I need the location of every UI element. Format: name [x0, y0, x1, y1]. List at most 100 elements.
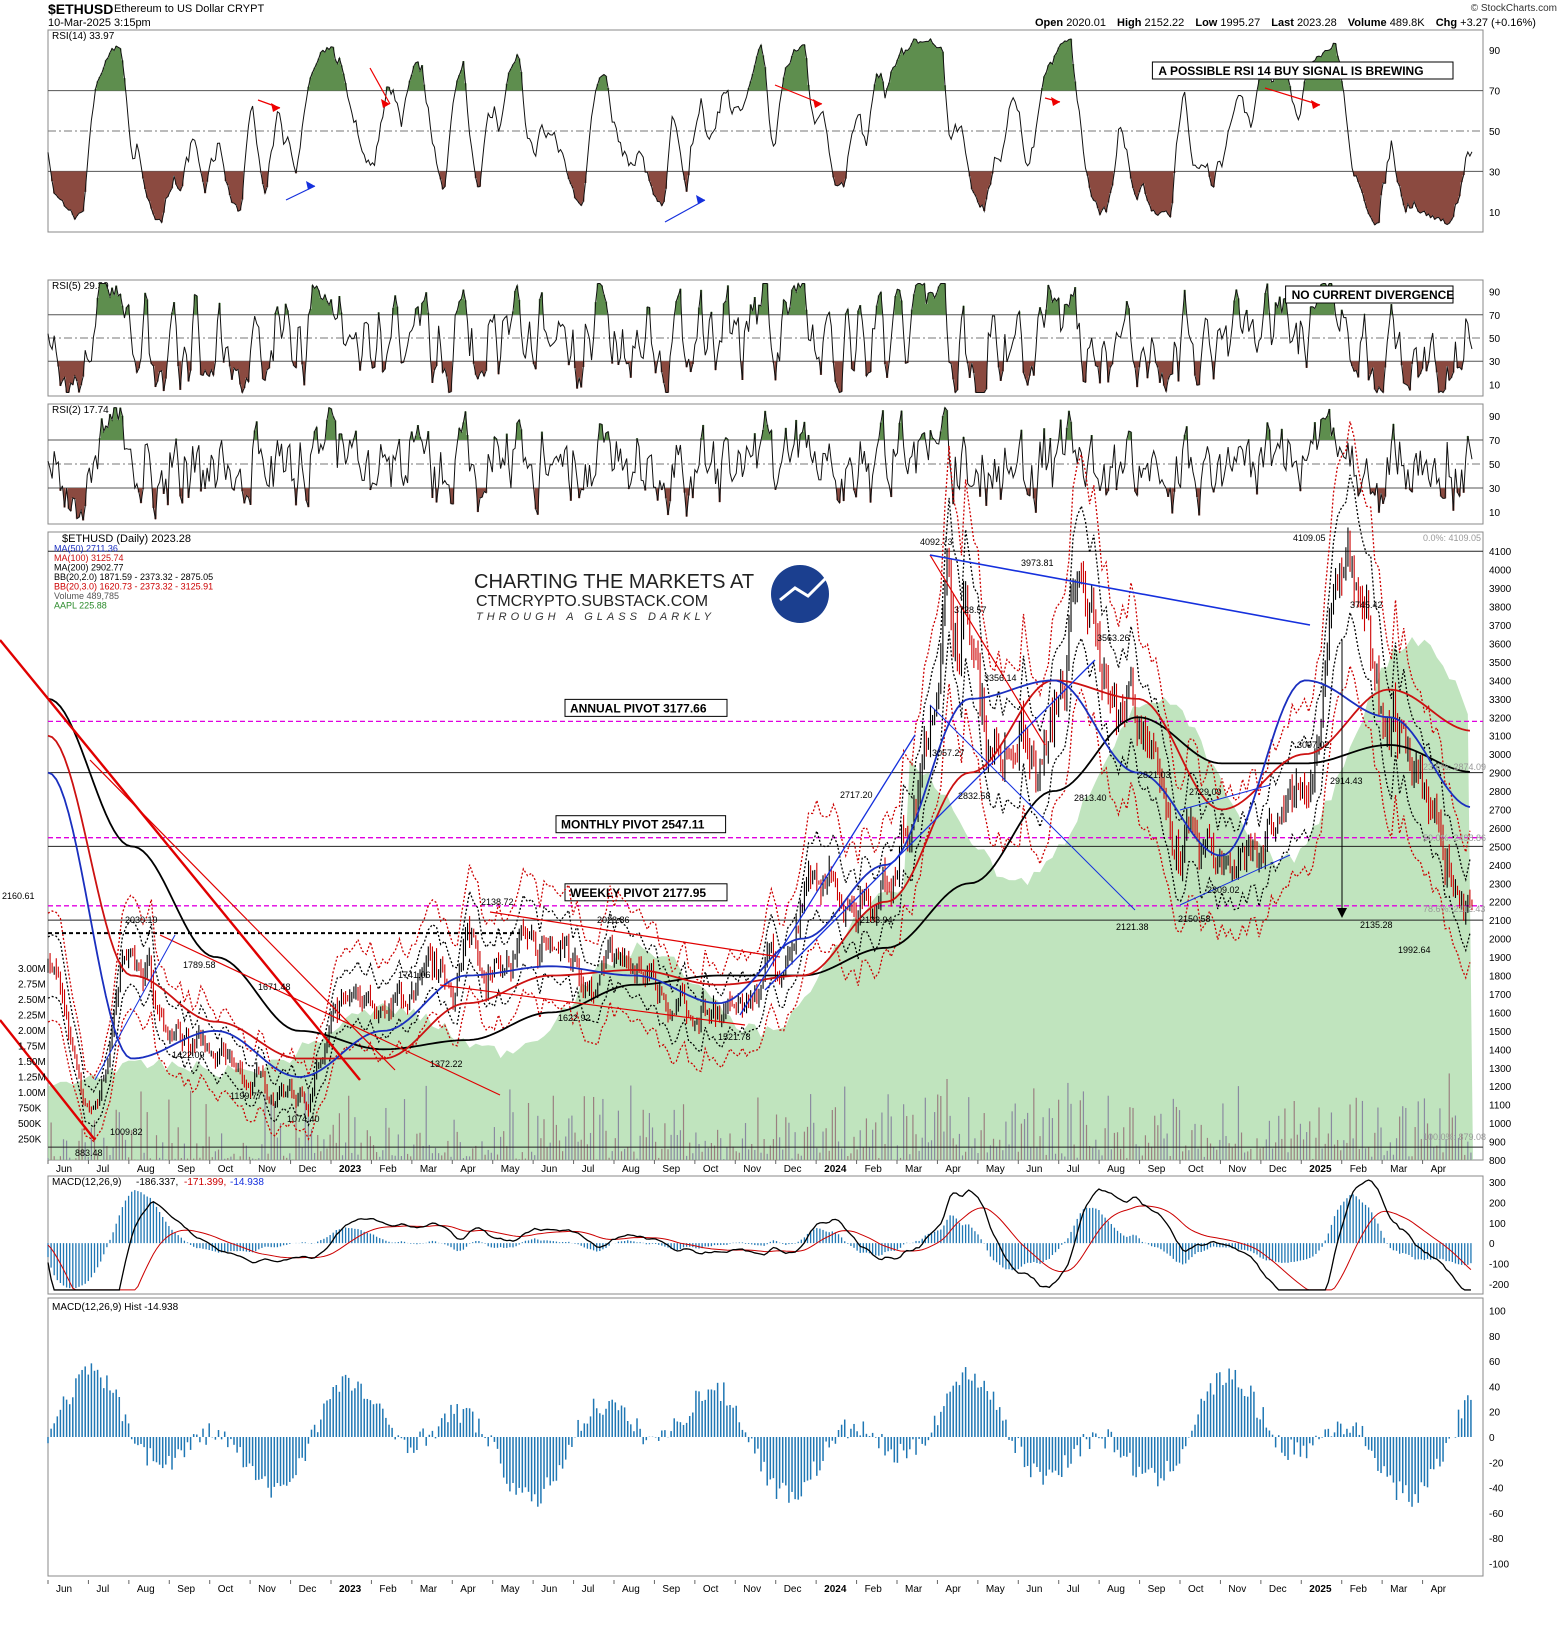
- divergence-arrow: [271, 103, 280, 112]
- month-label: Aug: [1107, 1584, 1125, 1595]
- price-annotation: 2121.38: [1116, 922, 1149, 932]
- rsi-tick-label: 30: [1489, 167, 1501, 178]
- month-label: Jun: [56, 1164, 72, 1175]
- price-annotation: 1521.78: [718, 1032, 751, 1042]
- macd-tick-label: 300: [1489, 1178, 1506, 1189]
- price-annotation: 2030.19: [125, 915, 158, 925]
- month-label: Sep: [662, 1164, 680, 1175]
- macd-hist-tick-label: 0: [1489, 1433, 1495, 1444]
- rsi-tick-label: 10: [1489, 380, 1501, 391]
- month-label: Jun: [1026, 1164, 1042, 1175]
- rsi-tick-label: 70: [1489, 87, 1501, 98]
- price-tick-label: 1700: [1489, 990, 1512, 1001]
- month-label: 2023: [339, 1164, 362, 1175]
- month-label: Sep: [177, 1164, 195, 1175]
- trendline: [439, 984, 746, 1026]
- price-tick-label: 1500: [1489, 1027, 1512, 1038]
- rsi14-note-box: [1151, 61, 1454, 80]
- rsi14-note: A POSSIBLE RSI 14 BUY SIGNAL IS BREWING: [1158, 64, 1423, 78]
- volume-tick-label: 2.75M: [18, 980, 46, 991]
- volume-tick-label: 2.00M: [18, 1026, 46, 1037]
- divergence-arrow: [696, 195, 705, 204]
- price-annotation: 2160.61: [2, 891, 35, 901]
- month-label: Oct: [1188, 1164, 1204, 1175]
- legend-entry: MA(50) 2711.36: [54, 544, 118, 554]
- price-annotation: 2717.20: [840, 790, 873, 800]
- month-label: Jul: [96, 1584, 109, 1595]
- price-tick-label: 2500: [1489, 842, 1512, 853]
- trendline: [929, 704, 1136, 911]
- month-label: Jul: [582, 1164, 595, 1175]
- fib-label: 100.0%: 879.08: [1423, 1132, 1486, 1142]
- trendline: [159, 934, 501, 1096]
- rsi-tick-label: 50: [1489, 460, 1501, 471]
- month-label: Nov: [258, 1164, 276, 1175]
- legend-entry: Volume 489,785: [54, 591, 119, 601]
- rsi2-group: 90 70 50 30 10 RSI(2) 17.74: [47, 405, 1501, 521]
- ohlc-bar: Open 2020.01 High 2152.22 Low 1995.27 La…: [1035, 17, 1544, 29]
- macd-tick-label: -100: [1489, 1259, 1509, 1270]
- low-value: 1995.27: [1220, 17, 1261, 29]
- price-tick-label: 3600: [1489, 639, 1512, 650]
- macd-hist-tick-label: 100: [1489, 1307, 1506, 1318]
- chart-date: 10-Mar-2025 3:15pm: [48, 17, 151, 29]
- rsi14-line: [47, 38, 1473, 226]
- price-tick-label: 1400: [1489, 1045, 1512, 1056]
- rsi2-line: [47, 406, 1473, 521]
- month-label: 2025: [1309, 1164, 1332, 1175]
- trendline: [489, 911, 781, 958]
- price-tick-label: 3500: [1489, 658, 1512, 669]
- rsi2-title: RSI(2) 17.74: [52, 405, 109, 416]
- month-label: Apr: [945, 1584, 961, 1595]
- price-annotation: 1199.77: [230, 1091, 262, 1101]
- price-annotation: 2028.86: [597, 915, 630, 925]
- price-tick-label: 2300: [1489, 879, 1512, 890]
- ma200-line: [47, 697, 1470, 1051]
- target-arrow-head: [1337, 908, 1347, 918]
- price-tick-label: 1800: [1489, 972, 1512, 983]
- legend-entry: $ETHUSD (Daily) 2023.28: [62, 533, 191, 545]
- price-annotation: 2309.02: [1207, 885, 1240, 895]
- price-annotation: 2914.43: [1330, 776, 1363, 786]
- symbol: $ETHUSD: [48, 1, 114, 17]
- fib-label: 23.6%: 2874.09: [1423, 762, 1486, 772]
- price-tick-label: 3300: [1489, 695, 1512, 706]
- month-label: Aug: [137, 1164, 155, 1175]
- month-label: Oct: [703, 1164, 719, 1175]
- legend-entry: MA(100) 3125.74: [54, 553, 124, 563]
- rsi-tick-label: 50: [1489, 127, 1501, 138]
- price-tick-label: 1900: [1489, 953, 1512, 964]
- rsi-tick-label: 10: [1489, 508, 1501, 519]
- month-label: Apr: [460, 1584, 476, 1595]
- macd-title: MACD(12,26,9): [52, 1177, 121, 1188]
- price-annotation: 1789.58: [183, 960, 216, 970]
- macd-signal-line: [47, 1205, 1472, 1291]
- month-label: Aug: [137, 1584, 155, 1595]
- last-value: 2023.28: [1296, 17, 1337, 29]
- rsi-tick-label: 90: [1489, 288, 1501, 299]
- pivot-label-box: [564, 698, 728, 717]
- price-annotation: 1372.22: [430, 1059, 463, 1069]
- rsi-tick-label: 90: [1489, 412, 1501, 423]
- watermark-line2: CTMCRYPTO.SUBSTACK.COM: [476, 593, 708, 610]
- price-tick-label: 1100: [1489, 1101, 1511, 1112]
- month-label: Jul: [96, 1164, 109, 1175]
- divergence-arrow: [1051, 97, 1060, 106]
- change-value: +3.27 (+0.16%): [1460, 17, 1536, 29]
- price-tick-label: 3100: [1489, 732, 1512, 743]
- trendline: [94, 934, 176, 1081]
- month-label: Nov: [1228, 1584, 1246, 1595]
- price-annotation: 2729.09: [1189, 787, 1222, 797]
- legend-entry: BB(20,2.0) 1871.59 - 2373.32 - 2875.05: [54, 572, 213, 582]
- divergence-line: [1264, 87, 1321, 106]
- month-label: Feb: [1350, 1584, 1368, 1595]
- month-label: Sep: [1148, 1164, 1166, 1175]
- month-label: Mar: [1390, 1584, 1408, 1595]
- price-tick-label: 2700: [1489, 805, 1512, 816]
- month-label: Mar: [905, 1584, 923, 1595]
- price-group: ANNUAL PIVOT 3177.66 MONTHLY PIVOT 2547.1…: [0, 421, 1512, 1167]
- ma50-line: [47, 679, 1471, 1078]
- price-tick-label: 1600: [1489, 1008, 1512, 1019]
- macd-value: -186.337,: [136, 1177, 178, 1188]
- trendline: [929, 554, 1311, 626]
